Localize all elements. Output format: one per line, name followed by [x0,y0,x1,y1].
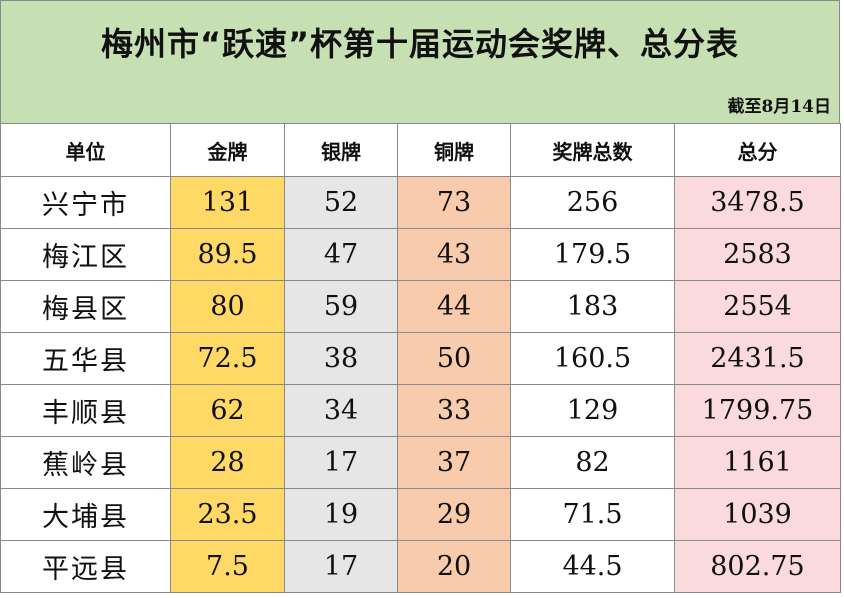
gold-cell: 72.5 [170,332,285,385]
bronze-cell: 20 [397,540,511,593]
column-header-total-medals: 奖牌总数 [510,123,675,177]
column-header-gold: 金牌 [170,123,285,177]
table-row: 五华县 72.5 38 50 160.5 2431.5 [0,332,841,385]
total-medals-cell: 129 [510,384,675,437]
score-cell: 1799.75 [674,384,841,437]
total-medals-cell: 179.5 [510,228,675,281]
total-medals-cell: 160.5 [510,332,675,385]
total-medals-cell: 44.5 [510,540,675,593]
silver-cell: 34 [284,384,398,437]
score-cell: 2554 [674,280,841,333]
gold-cell: 131 [170,176,285,229]
page-title: 梅州市“跃速”杯第十届运动会奖牌、总分表 [100,25,740,63]
medal-table: 单位 金牌 银牌 铜牌 奖牌总数 总分 兴宁市 131 52 73 256 34… [0,123,841,593]
score-cell: 1161 [674,436,841,489]
bronze-cell: 29 [397,488,511,541]
silver-cell: 19 [284,488,398,541]
header-row: 单位 金牌 银牌 铜牌 奖牌总数 总分 [0,123,841,177]
column-header-bronze: 铜牌 [397,123,511,177]
gold-cell: 28 [170,436,285,489]
unit-cell: 平远县 [0,540,171,593]
gold-cell: 7.5 [170,540,285,593]
silver-cell: 52 [284,176,398,229]
table-row: 平远县 7.5 17 20 44.5 802.75 [0,540,841,593]
total-medals-cell: 71.5 [510,488,675,541]
total-medals-cell: 256 [510,176,675,229]
silver-cell: 17 [284,436,398,489]
silver-cell: 17 [284,540,398,593]
unit-cell: 大埔县 [0,488,171,541]
unit-cell: 兴宁市 [0,176,171,229]
column-header-silver: 银牌 [284,123,398,177]
title-banner: 梅州市“跃速”杯第十届运动会奖牌、总分表 截至8月14日 [0,0,840,124]
score-cell: 802.75 [674,540,841,593]
bronze-cell: 44 [397,280,511,333]
bronze-cell: 33 [397,384,511,437]
gold-cell: 62 [170,384,285,437]
score-cell: 1039 [674,488,841,541]
table-row: 大埔县 23.5 19 29 71.5 1039 [0,488,841,541]
score-cell: 2431.5 [674,332,841,385]
table-row: 蕉岭县 28 17 37 82 1161 [0,436,841,489]
silver-cell: 59 [284,280,398,333]
unit-cell: 梅江区 [0,228,171,281]
silver-cell: 38 [284,332,398,385]
score-cell: 2583 [674,228,841,281]
bronze-cell: 50 [397,332,511,385]
table-row: 梅江区 89.5 47 43 179.5 2583 [0,228,841,281]
unit-cell: 丰顺县 [0,384,171,437]
gold-cell: 89.5 [170,228,285,281]
column-header-unit: 单位 [0,123,171,177]
table-row: 梅县区 80 59 44 183 2554 [0,280,841,333]
total-medals-cell: 82 [510,436,675,489]
gold-cell: 80 [170,280,285,333]
bronze-cell: 73 [397,176,511,229]
table-row: 兴宁市 131 52 73 256 3478.5 [0,176,841,229]
bronze-cell: 37 [397,436,511,489]
bronze-cell: 43 [397,228,511,281]
date-note: 截至8月14日 [727,97,832,117]
unit-cell: 五华县 [0,332,171,385]
gold-cell: 23.5 [170,488,285,541]
total-medals-cell: 183 [510,280,675,333]
silver-cell: 47 [284,228,398,281]
score-cell: 3478.5 [674,176,841,229]
table-row: 丰顺县 62 34 33 129 1799.75 [0,384,841,437]
unit-cell: 蕉岭县 [0,436,171,489]
unit-cell: 梅县区 [0,280,171,333]
column-header-score: 总分 [674,123,841,177]
